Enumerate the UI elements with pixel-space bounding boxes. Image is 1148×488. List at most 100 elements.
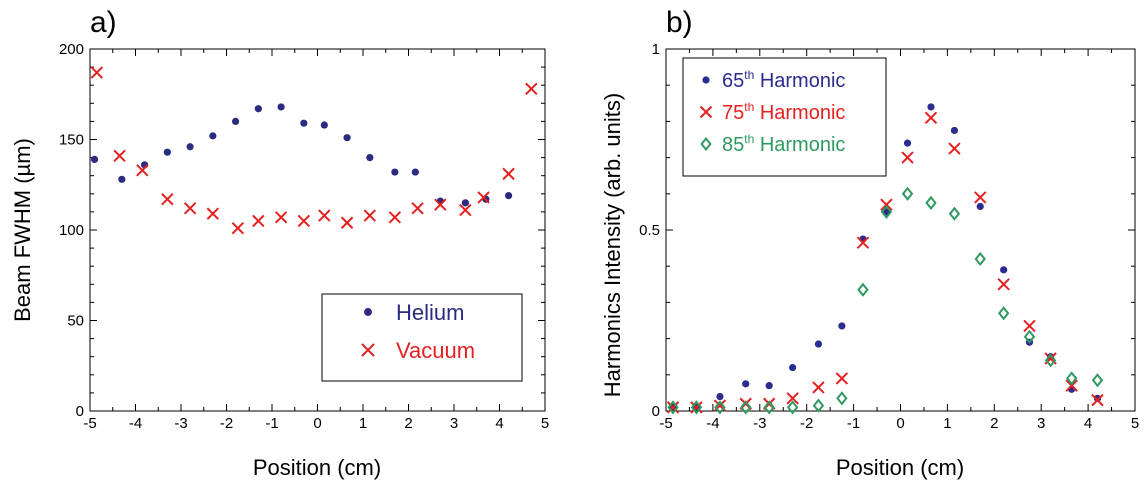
y-tick-label: 100 <box>59 222 84 239</box>
data-point <box>183 202 197 215</box>
data-point <box>252 214 265 228</box>
data-point <box>950 126 959 135</box>
x-tick-label: -3 <box>174 415 187 432</box>
legend-marker-75th <box>699 105 713 119</box>
data-point <box>1091 373 1104 388</box>
data-point <box>880 198 893 211</box>
data-point <box>925 195 937 210</box>
data-point <box>232 117 240 125</box>
series-85th-harmonic <box>667 186 1104 415</box>
x-tick-label: 5 <box>541 415 549 432</box>
data-point <box>363 209 377 222</box>
panel-a-legend: Helium Vacuum <box>321 293 523 382</box>
data-point <box>297 214 311 228</box>
data-point <box>880 204 893 220</box>
data-point <box>391 168 399 176</box>
data-point <box>1023 329 1036 344</box>
data-point <box>856 236 870 249</box>
data-point <box>206 207 220 220</box>
data-point <box>812 381 825 394</box>
data-point <box>434 198 447 211</box>
panel-a-data-points <box>90 66 538 235</box>
data-point <box>411 202 424 215</box>
panel-b-axes: -5 -4 -3 -2 -1 0 1 2 3 4 5 0 0.5 1 <box>639 41 1139 432</box>
y-tick-label: 0 <box>652 403 660 420</box>
x-tick-label: -5 <box>83 415 96 432</box>
panel-b-legend: 65th Harmonic 75th Harmonic 85th Harmonic <box>682 57 887 177</box>
series-vacuum <box>90 66 538 235</box>
legend-marker-85th <box>700 136 712 152</box>
x-tick-label: 1 <box>359 415 367 432</box>
x-tick-label: 3 <box>450 415 458 432</box>
data-point <box>714 400 726 415</box>
data-point <box>90 155 99 164</box>
panel-b-x-axis-label: Position (cm) <box>836 455 964 480</box>
data-point <box>1065 379 1078 392</box>
data-point <box>186 143 194 151</box>
x-tick-label: 2 <box>404 415 412 432</box>
data-point <box>812 398 825 413</box>
data-point <box>666 401 680 414</box>
data-point <box>502 167 515 181</box>
panel-a-x-axis-label: Position (cm) <box>253 455 381 480</box>
data-point <box>274 211 288 224</box>
data-point <box>838 322 846 330</box>
x-tick-label: -5 <box>659 415 672 432</box>
x-tick-label: 0 <box>313 415 321 432</box>
x-tick-label: 1 <box>943 415 951 432</box>
x-tick-label: -2 <box>220 415 233 432</box>
data-point <box>1000 266 1008 274</box>
panel-b-y-axis-label: Harmonics Intensity (arb. units) <box>600 93 625 397</box>
data-point <box>1023 319 1036 333</box>
data-point <box>136 164 149 177</box>
legend-marker-vacuum <box>361 343 375 357</box>
data-point <box>1044 353 1057 368</box>
data-point <box>835 372 849 385</box>
data-point <box>231 221 245 235</box>
data-point <box>901 186 914 201</box>
data-point <box>786 392 799 405</box>
data-point <box>690 401 703 414</box>
series-75th-harmonic <box>666 111 1104 414</box>
panel-b-data-points <box>666 103 1104 415</box>
data-point <box>1093 394 1102 402</box>
data-point <box>209 132 217 140</box>
data-point <box>740 400 752 415</box>
data-point <box>836 391 848 406</box>
data-point <box>857 282 869 297</box>
legend-label-helium: Helium <box>396 300 464 325</box>
y-tick-label: 50 <box>67 313 84 330</box>
panel-b-label: b) <box>666 6 693 39</box>
legend-marker-65th <box>702 76 710 84</box>
x-tick-label: -3 <box>753 415 766 432</box>
data-point <box>997 306 1010 321</box>
data-point <box>477 191 490 204</box>
data-point <box>1066 371 1078 386</box>
x-tick-label: -1 <box>847 415 860 432</box>
data-point <box>113 149 126 162</box>
data-point <box>948 142 961 155</box>
data-point <box>1091 393 1104 407</box>
data-point <box>366 154 374 162</box>
panel-a-y-axis-label: Beam FWHM (µm) <box>10 138 35 322</box>
data-point <box>254 105 262 113</box>
legend-label-85th-harmonic: 85th Harmonic <box>722 132 845 156</box>
data-point <box>789 363 797 372</box>
y-tick-label: 0 <box>76 403 84 420</box>
x-tick-label: 5 <box>1131 415 1139 432</box>
data-point <box>924 111 938 124</box>
data-point <box>948 206 961 221</box>
x-tick-label: 3 <box>1037 415 1045 432</box>
data-point <box>742 380 750 388</box>
data-point <box>525 82 538 96</box>
panel-b-legend-box <box>682 57 887 177</box>
data-point <box>90 66 104 79</box>
data-point <box>786 400 799 415</box>
data-point <box>814 340 823 348</box>
legend-label-vacuum: Vacuum <box>396 338 475 363</box>
data-point <box>461 199 469 207</box>
data-point <box>974 251 986 267</box>
data-point <box>459 203 472 217</box>
data-point <box>161 193 174 206</box>
